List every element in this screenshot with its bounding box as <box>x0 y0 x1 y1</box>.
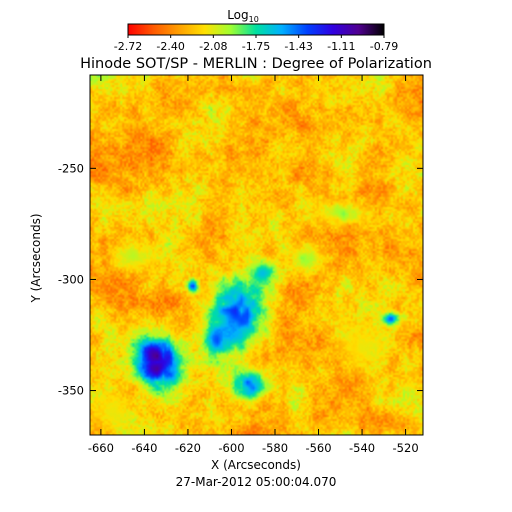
colorbar-tick-label: -2.72 <box>114 40 142 53</box>
x-tick-label: -520 <box>393 441 419 455</box>
colorbar-gradient <box>128 24 384 35</box>
y-tick-label: -300 <box>58 272 84 286</box>
colorbar: Log10 -2.72 -2.40 -2.08 -1.75 -1.43 -1.11 -0.7… <box>114 8 398 53</box>
colorbar-tick-label: -2.40 <box>156 40 184 53</box>
x-tick-label: -540 <box>349 441 375 455</box>
colorbar-tick-label: -1.43 <box>284 40 312 53</box>
chart-title: Hinode SOT/SP - MERLIN : Degree of Polar… <box>80 56 432 72</box>
x-axis-label: X (Arcseconds) <box>211 458 301 472</box>
colorbar-tick-label: -1.11 <box>327 40 355 53</box>
y-tick-label: -350 <box>58 384 84 398</box>
colorbar-ticks: -2.72 -2.40 -2.08 -1.75 -1.43 -1.11 -0.79 <box>114 35 398 53</box>
x-axis: -660 -640 -620 -600 -580 -560 -540 -520 <box>88 75 419 455</box>
y-tick-label: -250 <box>58 161 84 175</box>
timestamp: 27-Mar-2012 05:00:04.070 <box>176 475 337 489</box>
colorbar-label: Log10 <box>227 8 259 24</box>
y-axis-label: Y (Arcseconds) <box>29 213 43 303</box>
x-tick-label: -660 <box>88 441 114 455</box>
plot-area: -660 -640 -620 -600 -580 -560 -540 -520 -350 -30… <box>58 74 424 455</box>
x-tick-label: -620 <box>175 441 201 455</box>
colorbar-tick-label: -0.79 <box>370 40 398 53</box>
colorbar-tick-label: -2.08 <box>199 40 227 53</box>
x-tick-label: -560 <box>305 441 331 455</box>
colorbar-tick-label: -1.75 <box>242 40 270 53</box>
x-tick-label: -580 <box>262 441 288 455</box>
colorbar-label-subscript: 10 <box>249 15 259 24</box>
x-tick-label: -600 <box>218 441 244 455</box>
plot-frame <box>89 74 424 436</box>
y-axis: -350 -300 -250 <box>58 161 423 398</box>
x-tick-label: -640 <box>131 441 157 455</box>
polarization-heatmap <box>90 75 423 435</box>
